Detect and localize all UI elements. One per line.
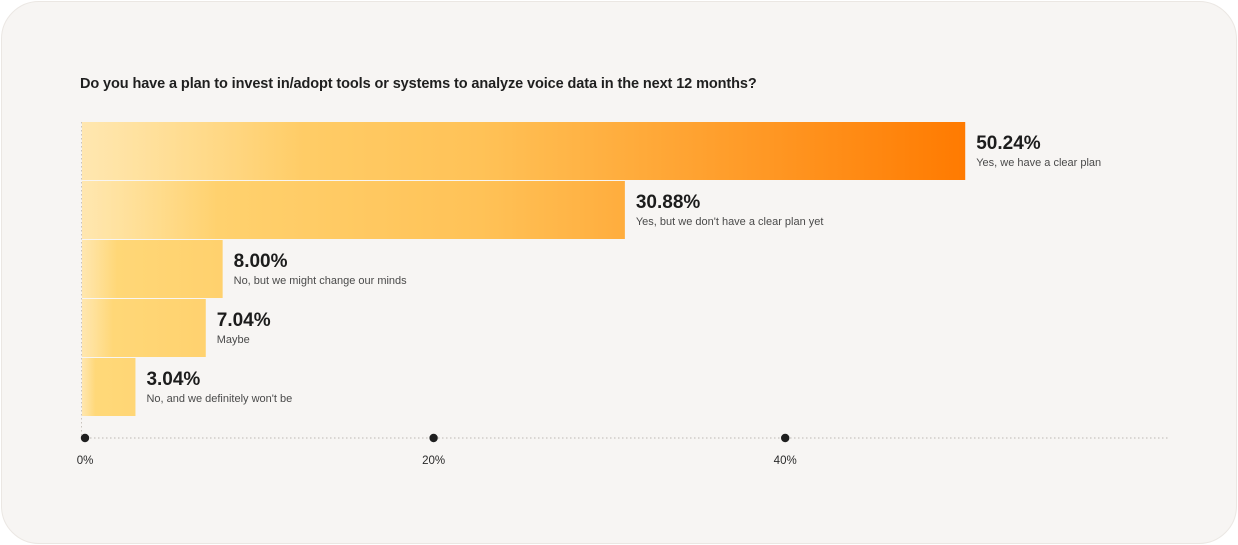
bar-highlight: [82, 181, 625, 239]
category-label: Maybe: [217, 334, 250, 346]
labels-group: 50.24% Yes, we have a clear plan 30.88% Yes…: [146, 133, 1101, 405]
tick-label: 20%: [422, 455, 445, 467]
category-label: No, but we might change our minds: [234, 275, 408, 287]
bar-highlight: [82, 122, 966, 180]
x-axis: 0% 20% 40%: [77, 122, 1168, 467]
category-label: Yes, we have a clear plan: [976, 157, 1101, 169]
data-label: 3.04%: [146, 369, 200, 390]
category-label: No, and we definitely won't be: [146, 393, 292, 405]
data-label: 30.88%: [636, 192, 701, 213]
bar-highlight: [82, 299, 206, 357]
data-label: 8.00%: [234, 251, 288, 272]
bars-group: [82, 122, 966, 416]
tick-marker: [80, 433, 90, 443]
data-label: 50.24%: [976, 133, 1041, 154]
tick-marker: [781, 433, 790, 443]
tick-label: 0%: [77, 455, 94, 467]
data-label: 7.04%: [217, 310, 271, 331]
bar-highlight: [82, 358, 136, 416]
bar-highlight: [82, 240, 223, 298]
category-label: Yes, but we don't have a clear plan yet: [636, 216, 824, 228]
tick-label: 40%: [774, 455, 797, 467]
chart-title: Do you have a plan to invest in/adopt to…: [80, 76, 757, 92]
tick-marker: [429, 433, 438, 443]
